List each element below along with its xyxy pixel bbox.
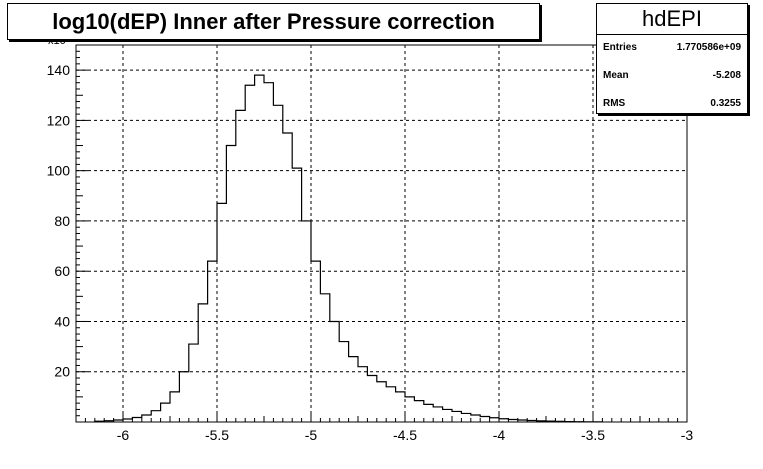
y-tick-label: 20 — [54, 364, 70, 380]
stats-value: 1.770586e+09 — [676, 41, 741, 53]
x-tick-label: -4 — [493, 427, 506, 443]
x-tick-label: -3.5 — [581, 427, 605, 443]
y-tick-label: 120 — [47, 112, 71, 128]
plot-frame — [75, 44, 688, 423]
stats-row-mean: Mean -5.208 — [597, 62, 747, 88]
stats-value: 0.3255 — [710, 97, 741, 109]
y-tick-label: 100 — [47, 163, 71, 179]
stats-box: hdEPI Entries 1.770586e+09 Mean -5.208 R… — [596, 3, 748, 114]
x-tick-label: -5 — [305, 427, 318, 443]
stats-label: Mean — [603, 69, 629, 81]
x-tick-label: -3 — [681, 427, 694, 443]
y-tick-label: 80 — [54, 213, 70, 229]
y-tick-label: 40 — [54, 313, 70, 329]
plot-area — [75, 44, 688, 423]
stats-value: -5.208 — [712, 69, 741, 81]
title-box: log10(dEP) Inner after Pressure correcti… — [7, 3, 540, 40]
stats-label: RMS — [603, 97, 626, 109]
stats-row-rms: RMS 0.3255 — [597, 90, 747, 116]
x-tick-label: -4.5 — [393, 427, 417, 443]
y-axis-ticks: 20 40 60 80 100 120 140 — [47, 44, 88, 423]
stats-histogram-name: hdEPI — [597, 4, 747, 35]
chart-title: log10(dEP) Inner after Pressure correcti… — [52, 8, 495, 34]
x-axis-ticks: -6 -5.5 -5 -4.5 -4 -3.5 -3 — [75, 412, 694, 443]
stats-label: Entries — [603, 41, 637, 53]
x-tick-label: -5.5 — [205, 427, 229, 443]
y-tick-label: 140 — [47, 62, 71, 78]
grid-lines — [76, 45, 687, 422]
y-tick-label: 60 — [54, 263, 70, 279]
x-tick-label: -6 — [117, 427, 130, 443]
stats-row-entries: Entries 1.770586e+09 — [597, 34, 747, 60]
